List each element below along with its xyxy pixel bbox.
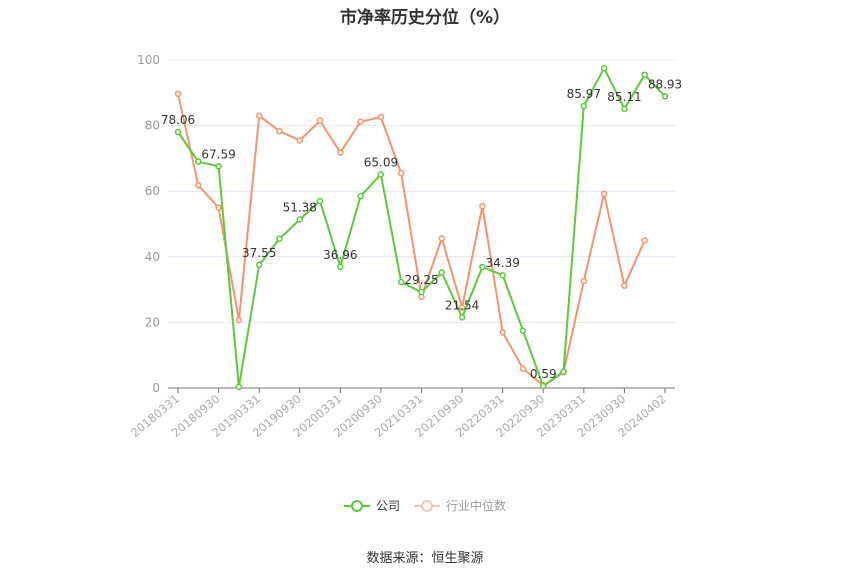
svg-text:51.38: 51.38 <box>283 200 317 214</box>
chart-title: 市净率历史分位（%） <box>339 8 511 28</box>
svg-text:85.11: 85.11 <box>607 90 641 104</box>
legend-label: 公司 <box>375 499 400 513</box>
data-source: 数据来源：恒生聚源 <box>366 551 484 566</box>
svg-text:88.93: 88.93 <box>648 77 682 91</box>
grid-lines <box>168 59 675 323</box>
series-lines <box>174 64 669 391</box>
data-labels: 78.06 67.59 37.55 51.38 36.96 65.09 29.25 21.54… <box>161 77 682 381</box>
x-axis: 2018033120180930201903312019093020200331… <box>128 387 675 440</box>
svg-text:85.97: 85.97 <box>567 87 601 101</box>
svg-text:80: 80 <box>145 119 160 133</box>
svg-text:65.09: 65.09 <box>364 156 398 170</box>
svg-text:21.54: 21.54 <box>445 298 479 312</box>
svg-text:20: 20 <box>145 315 160 329</box>
y-axis: 0 20 40 60 80 100 <box>137 53 160 395</box>
svg-text:37.55: 37.55 <box>242 246 276 260</box>
legend-item-company[interactable]: 公司 <box>343 497 400 514</box>
line-circle-icon <box>343 499 370 512</box>
svg-text:29.25: 29.25 <box>404 273 438 287</box>
svg-text:0: 0 <box>152 381 160 395</box>
svg-text:40: 40 <box>145 250 160 264</box>
svg-text:36.96: 36.96 <box>323 248 357 262</box>
line-circle-icon <box>414 499 440 512</box>
legend-label: 行业中位数 <box>446 499 507 513</box>
legend: 公司 行业中位数 <box>0 497 850 514</box>
svg-text:60: 60 <box>145 184 160 198</box>
svg-text:67.59: 67.59 <box>201 147 235 161</box>
svg-text:34.39: 34.39 <box>485 256 519 270</box>
legend-item-industry-median[interactable]: 行业中位数 <box>414 497 506 514</box>
svg-text:100: 100 <box>137 53 160 67</box>
svg-text:0.59: 0.59 <box>530 367 557 381</box>
svg-text:78.06: 78.06 <box>161 113 195 127</box>
